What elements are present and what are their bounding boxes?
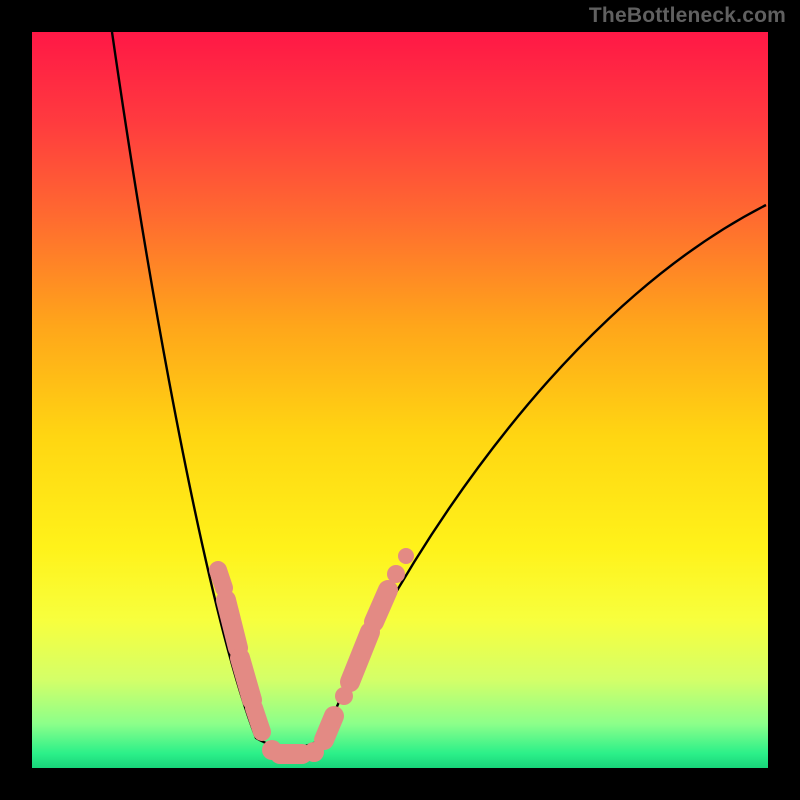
chart-svg bbox=[0, 0, 800, 800]
curve-marker bbox=[374, 590, 388, 622]
curve-marker bbox=[387, 565, 405, 583]
curve-marker bbox=[218, 570, 224, 588]
plot-background bbox=[32, 32, 768, 768]
curve-marker bbox=[254, 708, 262, 732]
chart-container: TheBottleneck.com bbox=[0, 0, 800, 800]
watermark-text: TheBottleneck.com bbox=[589, 4, 786, 28]
curve-marker bbox=[240, 658, 252, 700]
curve-marker bbox=[226, 600, 238, 648]
curve-marker bbox=[324, 716, 334, 740]
curve-marker bbox=[398, 548, 414, 564]
